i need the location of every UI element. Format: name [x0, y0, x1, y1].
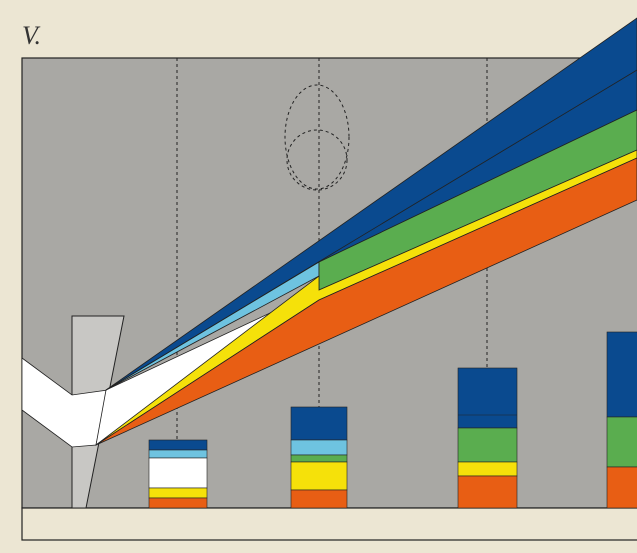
plate-label: V. — [22, 21, 41, 50]
spectrum-bars — [148, 331, 637, 509]
floor-strip — [21, 507, 637, 541]
light-beams — [21, 17, 637, 448]
